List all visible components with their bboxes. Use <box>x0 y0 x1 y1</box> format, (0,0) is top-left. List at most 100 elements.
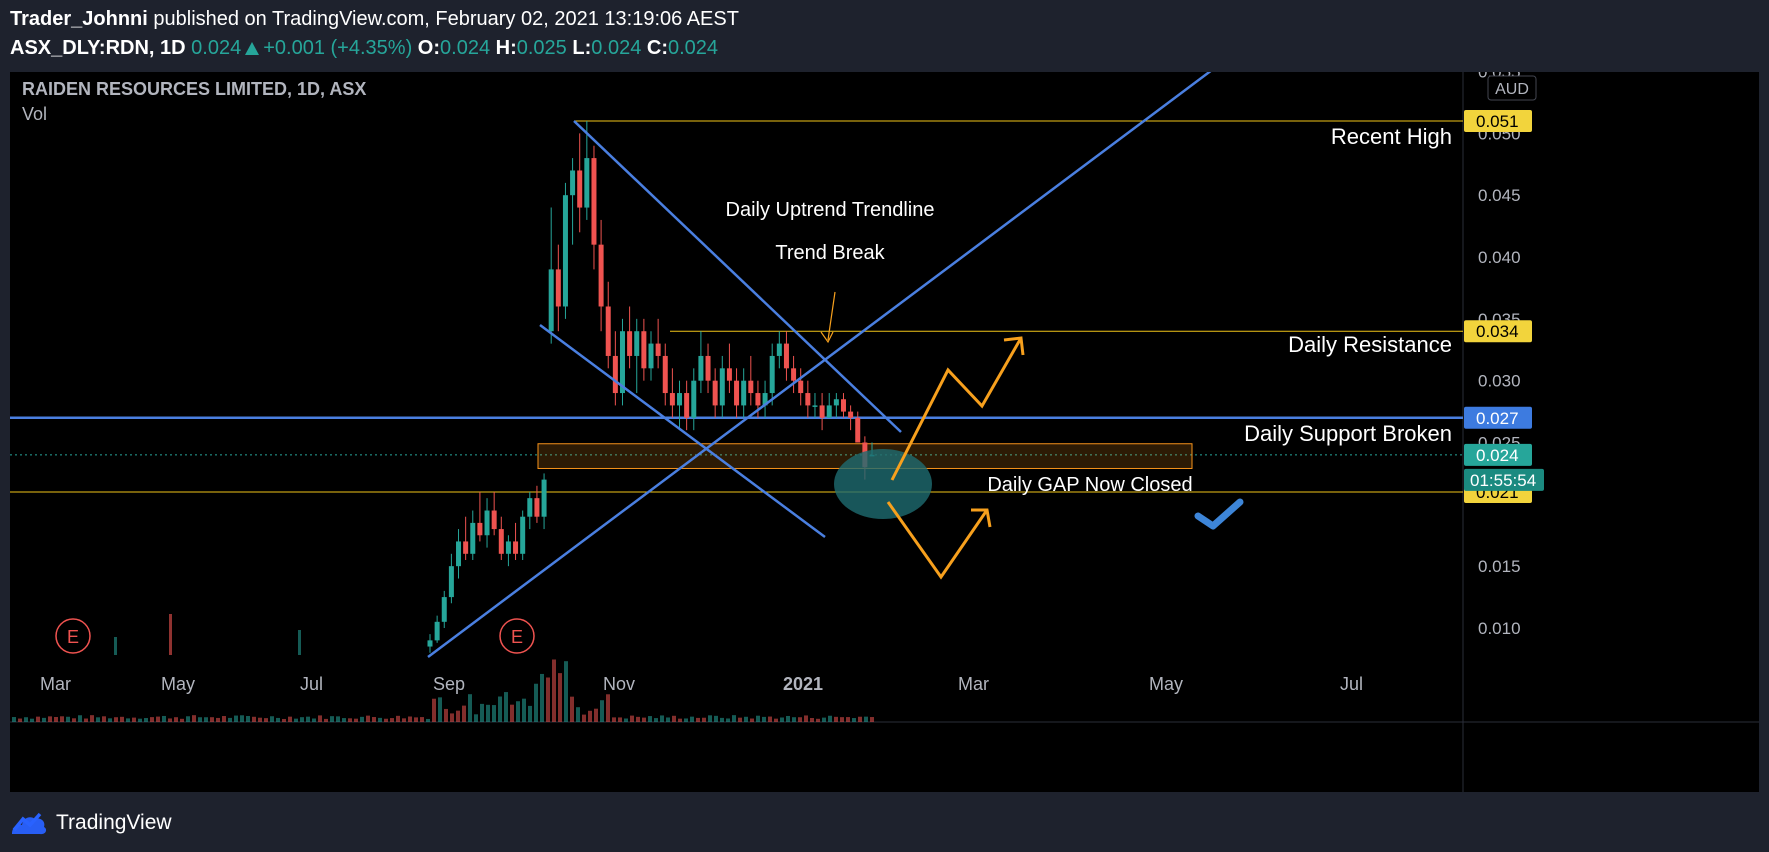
candle-body <box>520 516 526 554</box>
chart-annotation: Daily Uptrend Trendline <box>726 199 935 221</box>
volume-bar <box>642 717 646 722</box>
volume-bar <box>840 717 844 722</box>
candle-body <box>448 566 454 598</box>
volume-bar <box>864 716 868 722</box>
volume-bar <box>690 716 694 722</box>
volume-bar <box>270 716 274 722</box>
price-tick-label: 0.010 <box>1478 619 1521 638</box>
volume-bar <box>378 717 382 722</box>
volume-bar <box>702 717 706 722</box>
volume-bar <box>570 696 574 722</box>
candle-body <box>627 331 633 356</box>
volume-bar <box>228 717 232 722</box>
volume-bar <box>78 715 82 722</box>
trend-break-arrow-icon <box>820 331 834 344</box>
volume-bar <box>348 718 352 722</box>
candle-body <box>705 355 711 381</box>
candle-body <box>584 158 590 208</box>
arrow-head-icon <box>971 508 992 528</box>
volume-bar <box>186 716 190 722</box>
brand-name[interactable]: TradingView <box>56 811 172 834</box>
volume-bar <box>510 704 514 722</box>
volume-bar <box>168 718 172 722</box>
volume-bar <box>720 717 724 722</box>
volume-bar <box>558 673 562 722</box>
candle-body <box>463 541 469 554</box>
volume-bar <box>372 717 376 722</box>
candle-body <box>776 343 782 356</box>
volume-bar <box>522 698 526 722</box>
volume-bar <box>90 715 94 722</box>
volume-bar <box>318 715 322 722</box>
candle-body <box>826 405 832 418</box>
price-label-box <box>1464 320 1532 343</box>
volume-bar <box>258 717 262 722</box>
candle-body <box>805 393 811 406</box>
volume-bar <box>246 716 250 722</box>
volume-bar <box>198 717 202 722</box>
time-tick-label: Mar <box>40 674 71 694</box>
volume-bar <box>576 707 580 722</box>
volume-bar <box>306 716 310 722</box>
volume-bar <box>444 708 448 722</box>
candle-body <box>812 405 818 407</box>
price-chart[interactable]: 0.0550.0500.0450.0400.0350.0300.0250.015… <box>10 72 1759 792</box>
volume-bar <box>630 715 634 722</box>
volume-bar <box>438 697 442 722</box>
candle-body <box>655 343 661 356</box>
tradingview-logo-icon <box>12 812 47 835</box>
chart-panel[interactable]: 0.0550.0500.0450.0400.0350.0300.0250.015… <box>10 72 1759 792</box>
volume-bar <box>774 718 778 722</box>
volume-bar <box>582 714 586 722</box>
candle-body <box>634 331 640 356</box>
currency-badge-label: AUD <box>1495 81 1529 98</box>
candle-body <box>619 331 625 394</box>
volume-bar <box>564 661 568 722</box>
volume-bar <box>828 715 832 722</box>
volume-bar <box>810 718 814 722</box>
volume-bar <box>678 718 682 722</box>
candle-body <box>840 399 846 412</box>
volume-bar <box>432 698 436 722</box>
price-tick-label: 0.030 <box>1478 372 1521 391</box>
volume-bar <box>324 718 328 722</box>
volume-bar <box>144 718 148 722</box>
volume-bar <box>756 715 760 722</box>
candle-body <box>748 380 754 394</box>
price-label-box <box>1464 110 1532 132</box>
downtrend-line <box>573 120 902 433</box>
volume-bar <box>666 717 670 722</box>
candle-body <box>470 522 476 554</box>
author-name[interactable]: Trader_Johnni <box>10 8 148 30</box>
volume-bar <box>396 715 400 722</box>
volume-bar <box>264 718 268 722</box>
bullish-projection-arrow <box>890 337 1023 481</box>
volume-bar <box>612 717 616 722</box>
volume-bar <box>252 716 256 722</box>
candle-body <box>769 355 775 394</box>
volume-bar <box>534 683 538 722</box>
candle-body <box>669 393 675 406</box>
volume-bar <box>60 716 64 722</box>
volume-bar <box>402 718 406 722</box>
volume-bar <box>450 713 454 722</box>
volume-bar <box>298 630 301 655</box>
volume-bar <box>870 717 874 722</box>
candle-body <box>427 640 433 647</box>
low-label: L: <box>572 37 592 59</box>
volume-bar <box>594 708 598 722</box>
volume-bar <box>804 715 808 722</box>
high-label: H: <box>495 37 517 59</box>
volume-bar <box>354 718 358 722</box>
volume-bar <box>54 717 58 722</box>
chart-annotation: Daily GAP Now Closed <box>987 474 1192 496</box>
volume-bar <box>150 717 154 722</box>
volume-bar <box>414 717 418 722</box>
candle-body <box>762 393 768 406</box>
volume-bar <box>222 716 226 722</box>
candle-body <box>555 269 561 307</box>
volume-bar <box>42 717 46 722</box>
candle-body <box>783 343 789 369</box>
volume-bar <box>624 718 628 722</box>
candle-body <box>691 380 697 418</box>
